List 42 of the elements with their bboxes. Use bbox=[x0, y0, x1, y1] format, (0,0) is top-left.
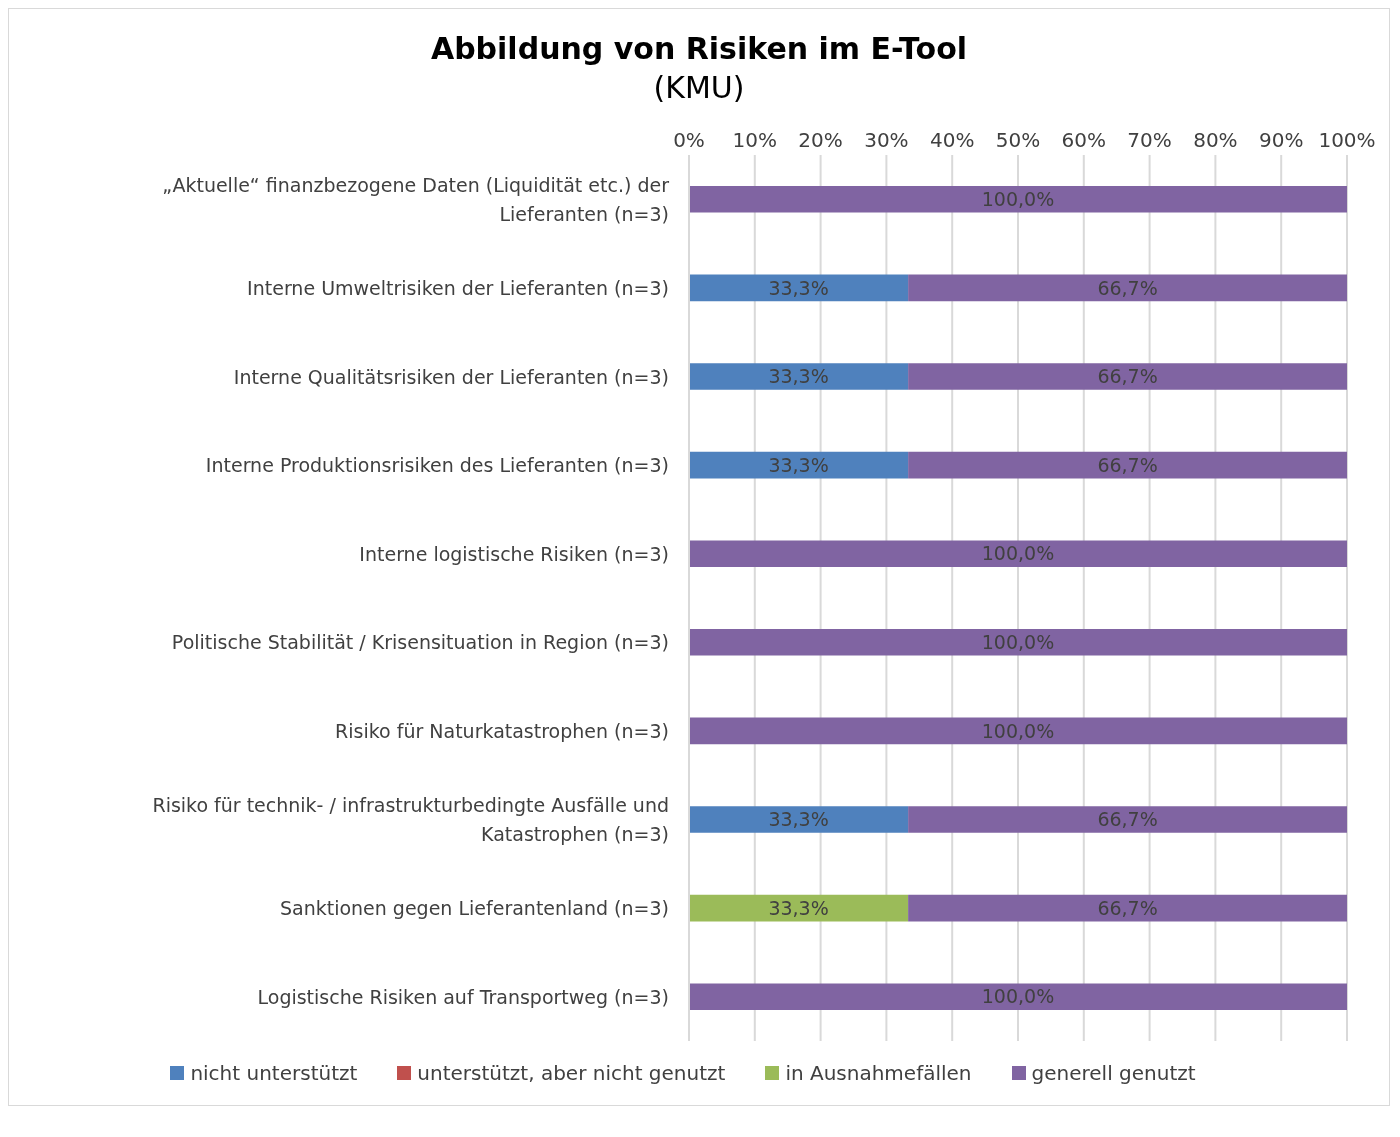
y-tick-label: Sanktionen gegen Lieferantenland (n=3) bbox=[279, 897, 669, 920]
x-tick-label: 10% bbox=[732, 128, 778, 152]
x-tick-label: 90% bbox=[1258, 128, 1304, 152]
chart-title: Abbildung von Risiken im E-Tool bbox=[429, 31, 969, 66]
x-tick-label: 100% bbox=[1318, 128, 1376, 152]
data-label: 100,0% bbox=[981, 188, 1055, 211]
legend-label: in Ausnahmefällen bbox=[784, 1061, 972, 1085]
y-tick-label: Interne Produktionsrisiken des Lieferanten (n=3) bbox=[205, 454, 669, 477]
data-label: 33,3% bbox=[768, 276, 829, 299]
y-tick-label: Interne Umweltrisiken der Lieferanten (n=3) bbox=[247, 276, 669, 299]
y-tick-label: Politische Stabilität / Krisensituation in Region (n=3) bbox=[171, 631, 669, 654]
y-tick-label: „Aktuelle“ finanzbezogene Daten (Liquidität etc.) der Lieferanten (n=3) bbox=[162, 173, 670, 225]
data-label: 66,7% bbox=[1097, 808, 1158, 831]
data-label: 33,3% bbox=[768, 808, 829, 831]
data-label: 100,0% bbox=[981, 719, 1055, 742]
legend-label: nicht unterstützt bbox=[189, 1061, 358, 1085]
y-tick-label: Interne Qualitätsrisiken der Lieferanten (n=3) bbox=[233, 365, 669, 388]
x-tick-label: 70% bbox=[1127, 128, 1172, 152]
data-label: 100,0% bbox=[981, 631, 1055, 654]
y-tick-label: Interne logistische Risiken (n=3) bbox=[359, 542, 669, 565]
x-tick-label: 40% bbox=[929, 128, 975, 152]
data-label: 33,3% bbox=[768, 896, 829, 919]
x-tick-label: 50% bbox=[995, 128, 1041, 152]
x-tick-label: 60% bbox=[1061, 128, 1107, 152]
legend-label: generell genutzt bbox=[1030, 1061, 1196, 1085]
data-label: 33,3% bbox=[768, 453, 829, 476]
x-tick-label: 30% bbox=[864, 128, 909, 152]
data-label: 66,7% bbox=[1097, 896, 1158, 919]
y-tick-label: Logistische Risiken auf Transportweg (n=3) bbox=[257, 985, 669, 1008]
data-label: 66,7% bbox=[1097, 276, 1158, 299]
x-tick-label: 0% bbox=[673, 128, 705, 152]
x-tick-label: 80% bbox=[1193, 128, 1238, 152]
data-label: 33,3% bbox=[768, 365, 829, 388]
data-label: 100,0% bbox=[981, 542, 1055, 565]
data-label: 100,0% bbox=[981, 985, 1055, 1008]
data-label: 66,7% bbox=[1097, 365, 1158, 388]
chart-subtitle: (KMU) bbox=[652, 70, 746, 105]
legend-label: unterstützt, aber nicht genutzt bbox=[416, 1061, 726, 1085]
x-tick-label: 20% bbox=[798, 128, 843, 152]
y-tick-label: Risiko für technik- / infrastrukturbedingte Ausfälle und Katastrophen (n=3) bbox=[152, 794, 669, 845]
data-label: 66,7% bbox=[1097, 453, 1158, 476]
y-tick-label: Risiko für Naturkatastrophen (n=3) bbox=[335, 719, 669, 742]
